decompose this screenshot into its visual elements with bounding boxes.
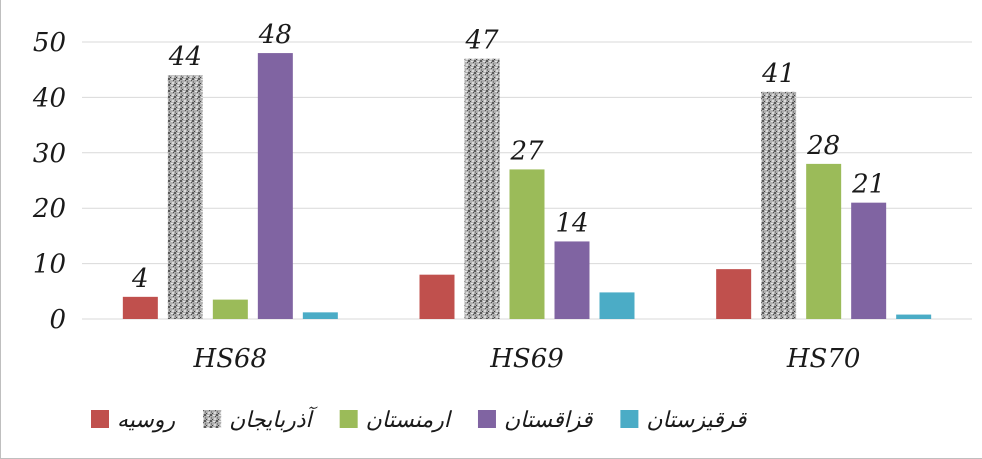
bar xyxy=(509,169,545,319)
data-label: 47 xyxy=(464,26,499,56)
bar xyxy=(464,58,500,320)
legend: روسیه آذربایجان ارمنستان قزاقستان قرقیزستان xyxy=(91,406,748,433)
bar xyxy=(806,163,842,319)
bar xyxy=(419,274,455,319)
legend-swatch xyxy=(203,410,222,428)
legend-label: قزاقستان xyxy=(504,408,594,433)
y-tick-label: 0 xyxy=(49,305,66,335)
legend-swatch xyxy=(339,410,358,428)
y-tick-label: 40 xyxy=(32,83,66,113)
bar xyxy=(122,296,158,319)
bar xyxy=(302,312,338,319)
bar xyxy=(851,202,887,319)
bar xyxy=(896,314,932,319)
bar xyxy=(167,75,203,320)
y-tick-label: 10 xyxy=(33,250,66,280)
y-tick-label: 50 xyxy=(33,28,66,58)
bars xyxy=(122,53,932,320)
bar xyxy=(212,299,248,319)
category-label: HS69 xyxy=(489,344,564,374)
category-label: HS70 xyxy=(786,344,861,374)
data-label: 44 xyxy=(168,42,202,72)
data-label: 48 xyxy=(258,20,292,50)
data-label: 28 xyxy=(806,131,840,161)
category-label: HS68 xyxy=(193,344,268,374)
bar xyxy=(761,91,797,319)
data-label: 27 xyxy=(509,136,544,166)
data-label: 14 xyxy=(555,208,588,238)
bar xyxy=(554,241,590,319)
legend-swatch xyxy=(477,410,496,428)
legend-swatch xyxy=(91,410,109,428)
legend-swatch xyxy=(620,410,639,428)
legend-label: قرقیزستان xyxy=(646,408,747,433)
legend-label: روسیه xyxy=(117,408,175,433)
bar xyxy=(599,292,635,319)
y-tick-label: 20 xyxy=(32,194,66,224)
data-label: 41 xyxy=(761,59,795,89)
y-tick-label: 30 xyxy=(33,139,66,169)
bar xyxy=(716,269,752,319)
x-axis: HS68 HS69 HS70 xyxy=(193,344,861,374)
bar xyxy=(257,53,293,320)
legend-label: ارمنستان xyxy=(366,408,453,433)
legend-label: آذربایجان xyxy=(229,406,318,433)
data-label: 21 xyxy=(851,170,885,200)
y-axis: 0 10 20 30 40 50 xyxy=(32,28,66,335)
data-label: 4 xyxy=(131,264,149,294)
